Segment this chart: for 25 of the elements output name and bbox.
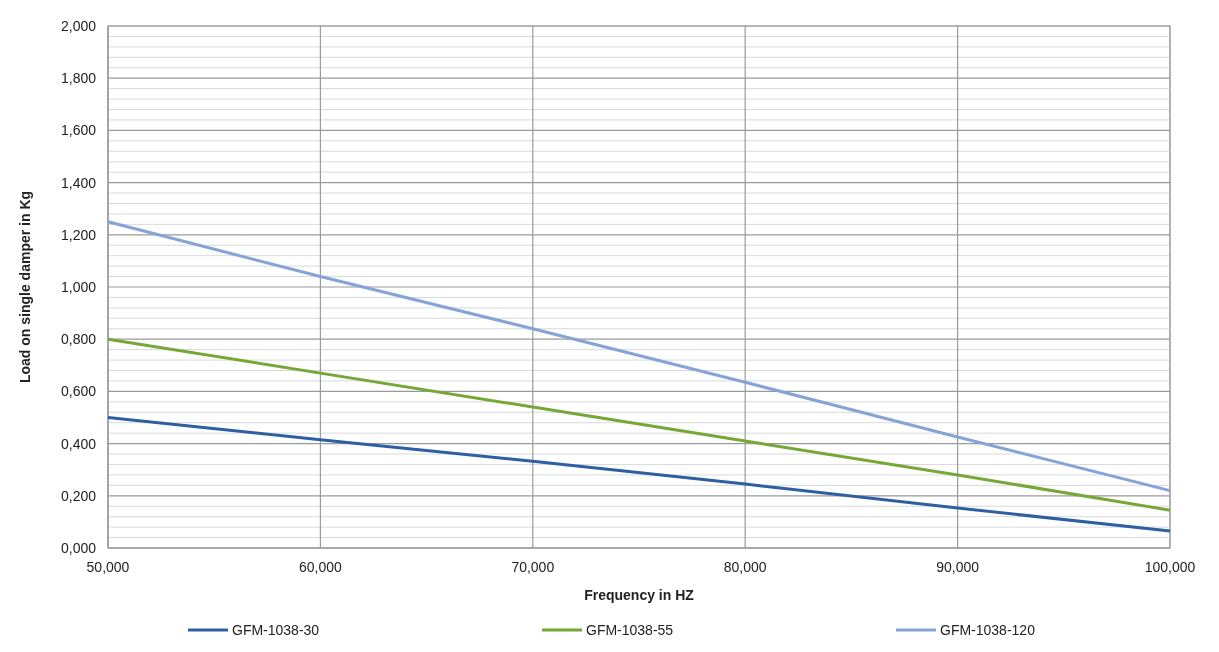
y-tick-label: 1,800 (60, 70, 97, 87)
x-tick-label: 90,000 (936, 559, 980, 575)
x-tick-label: 80,000 (723, 559, 767, 575)
legend-label: GFM-1038-120 (940, 621, 1036, 638)
y-tick-label: 0,400 (60, 435, 97, 452)
x-tick-label: 50,000 (86, 559, 130, 575)
y-tick-label: 0,000 (60, 539, 97, 556)
y-tick-label: 1,200 (60, 226, 97, 243)
x-axis-title: Frequency in HZ (584, 587, 695, 603)
line-series (106, 337, 1172, 512)
x-tick-label: 70,000 (511, 559, 555, 575)
legend-label: GFM-1038-55 (586, 621, 674, 638)
y-tick-label: 1,600 (60, 122, 97, 139)
x-tick-label: 100,000 (1144, 559, 1196, 575)
x-tick-label: 60,000 (298, 559, 343, 575)
y-tick-label: 2,000 (60, 17, 97, 34)
line-series (106, 416, 1172, 533)
y-tick-label: 1,400 (60, 174, 97, 191)
legend-label: GFM-1038-30 (232, 621, 320, 638)
y-tick-label: 1,000 (60, 278, 97, 295)
y-tick-label: 0,200 (60, 487, 97, 504)
y-axis-title: Load on single damper in Kg (17, 190, 33, 384)
y-tick-label: 0,800 (60, 331, 97, 348)
line-series (106, 220, 1172, 493)
y-tick-label: 0,600 (60, 383, 97, 400)
